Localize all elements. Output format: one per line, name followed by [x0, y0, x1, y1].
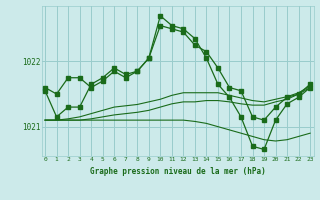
X-axis label: Graphe pression niveau de la mer (hPa): Graphe pression niveau de la mer (hPa) — [90, 167, 266, 176]
